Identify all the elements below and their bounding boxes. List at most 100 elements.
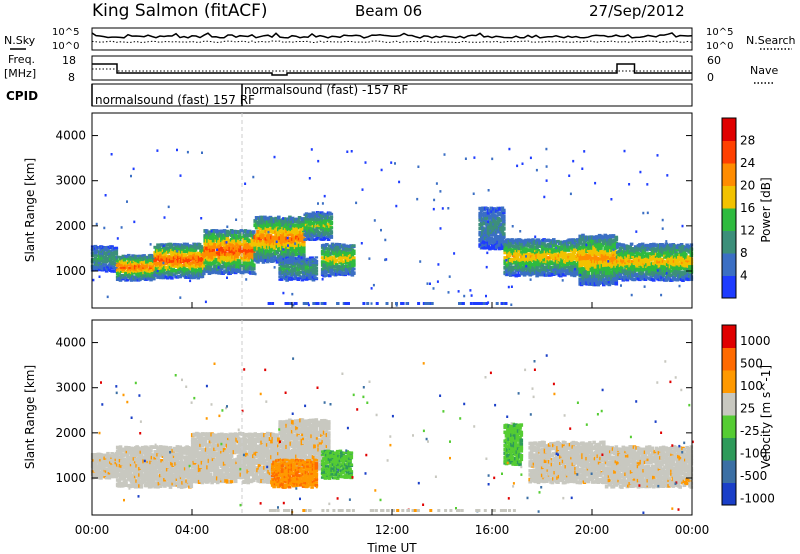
y-tick-label: 1000 <box>55 264 86 278</box>
data-cell <box>556 256 560 260</box>
data-cell <box>314 262 319 265</box>
data-cell <box>505 259 508 262</box>
station-title: King Salmon (fitACF) <box>92 1 268 21</box>
data-cell <box>161 255 166 259</box>
data-cell <box>490 243 495 248</box>
data-cell <box>689 251 694 255</box>
data-cell <box>114 266 119 270</box>
data-cell <box>292 260 296 263</box>
data-cell <box>585 243 588 247</box>
data-cell <box>189 276 194 280</box>
data-cell <box>503 251 507 255</box>
data-cell <box>297 262 302 266</box>
data-cell <box>508 147 511 151</box>
data-cell <box>268 302 272 305</box>
data-cell <box>168 254 173 258</box>
data-cell <box>114 246 119 250</box>
data-cell <box>227 266 231 271</box>
data-cell <box>114 249 119 253</box>
data-cell <box>252 250 256 255</box>
data-cell <box>271 258 275 263</box>
data-cell <box>479 237 484 241</box>
data-cell <box>607 260 610 263</box>
data-cell <box>250 258 255 263</box>
data-cell <box>689 275 694 279</box>
data-cell <box>220 266 224 271</box>
data-cell <box>620 265 624 269</box>
data-cell <box>568 174 571 177</box>
data-cell <box>470 294 473 297</box>
data-cell <box>181 267 185 271</box>
data-cell <box>106 248 110 251</box>
data-cell <box>525 255 527 258</box>
data-cell <box>521 162 524 165</box>
freq-label: Freq. <box>8 53 35 66</box>
data-cell <box>200 253 205 257</box>
data-cell <box>275 250 280 254</box>
data-cell <box>531 238 535 242</box>
data-cell <box>183 253 188 257</box>
data-cell <box>214 245 219 249</box>
data-cell <box>447 291 450 294</box>
data-cell <box>98 275 101 278</box>
data-cell <box>574 268 577 271</box>
data-cell <box>163 216 166 219</box>
data-cell <box>502 208 506 213</box>
data-cell <box>304 266 309 269</box>
data-cell <box>632 278 637 282</box>
data-cell <box>295 252 299 257</box>
data-cell <box>513 260 517 265</box>
data-cell <box>167 269 171 273</box>
data-cell <box>156 269 159 273</box>
data-cell <box>325 243 329 246</box>
data-cell <box>556 239 560 244</box>
data-cell <box>308 264 313 267</box>
data-cell <box>245 269 249 274</box>
noise-sky-line <box>91 32 693 39</box>
data-cell <box>302 239 306 244</box>
data-cell <box>522 261 527 265</box>
data-cell <box>522 273 527 277</box>
data-cell <box>483 240 488 245</box>
data-cell <box>489 220 494 224</box>
data-cell <box>314 230 318 234</box>
data-cell <box>106 266 110 269</box>
data-cell <box>329 236 334 239</box>
data-cell <box>610 198 613 201</box>
data-cell <box>595 256 599 261</box>
data-cell <box>128 266 132 270</box>
data-cell <box>517 248 521 252</box>
data-cell <box>100 264 105 268</box>
data-cell <box>603 246 607 251</box>
data-cell <box>111 249 116 252</box>
data-cell <box>457 290 460 293</box>
data-cell <box>260 247 264 252</box>
nave-tick-top: 60 <box>707 54 721 67</box>
data-cell <box>336 249 340 253</box>
data-cell <box>274 224 278 229</box>
data-cell <box>368 257 371 260</box>
data-cell <box>586 273 591 278</box>
data-cell <box>314 220 318 223</box>
data-cell <box>270 255 274 260</box>
data-cell <box>310 256 314 259</box>
data-cell <box>615 245 620 249</box>
data-cell <box>296 264 300 267</box>
data-cell <box>213 256 217 260</box>
data-cell <box>299 234 303 238</box>
freq-line <box>92 63 692 76</box>
data-cell <box>130 174 132 178</box>
data-cell <box>211 232 216 237</box>
data-cell <box>479 208 484 213</box>
colorbar-tick-label: 12 <box>740 224 755 238</box>
data-cell <box>426 282 429 285</box>
data-cell <box>568 238 573 242</box>
data-cell <box>395 302 398 305</box>
data-cell <box>553 268 557 272</box>
data-cell <box>186 268 191 272</box>
data-cell <box>622 263 627 268</box>
data-cell <box>614 235 619 240</box>
data-cell <box>588 253 592 258</box>
data-cell <box>607 277 610 280</box>
noise-right-tick-bottom: 10^0 <box>706 41 733 52</box>
